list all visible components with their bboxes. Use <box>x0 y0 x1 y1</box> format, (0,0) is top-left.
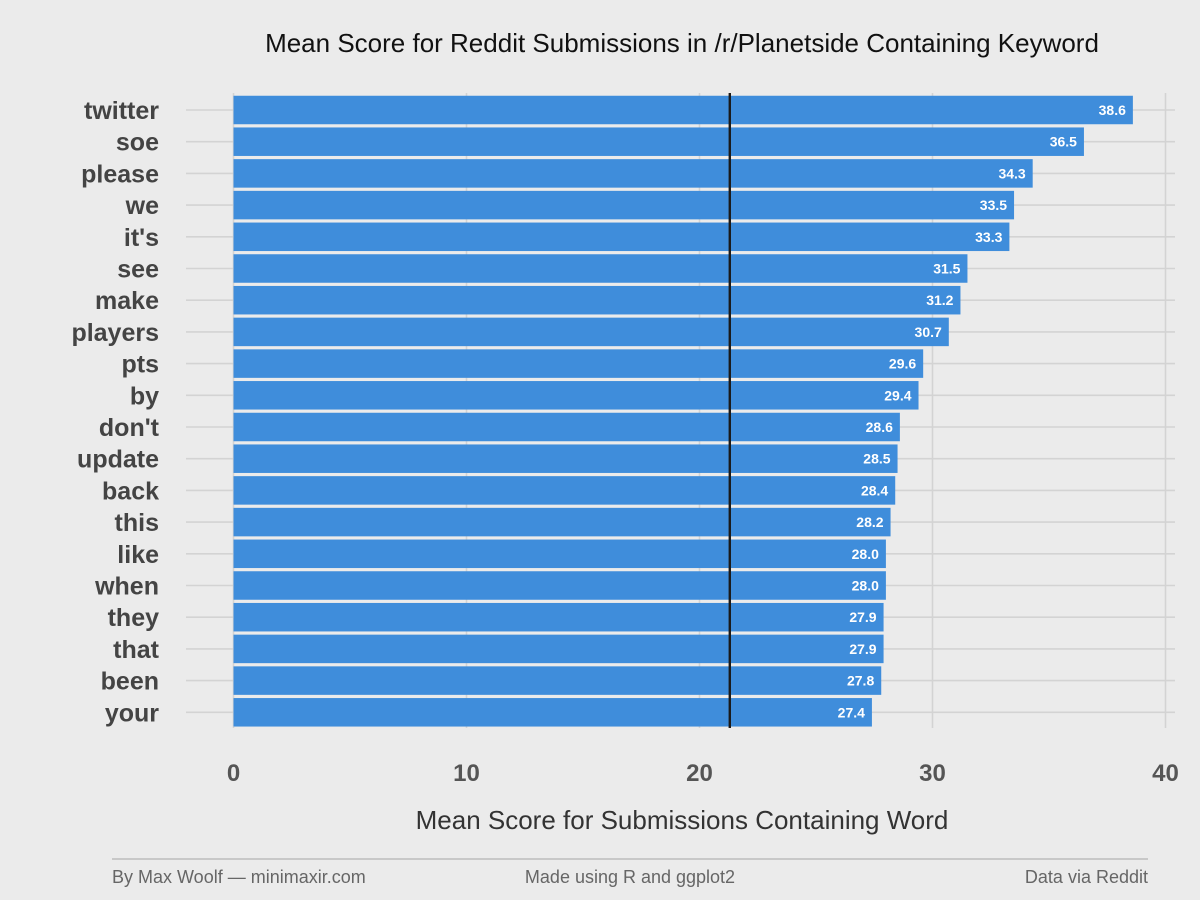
data-label: 36.5 <box>1050 134 1077 150</box>
data-label: 33.3 <box>975 229 1002 245</box>
x-tick-label: 40 <box>1152 760 1179 787</box>
footer-credit: By Max Woolf — minimaxir.com <box>112 867 366 887</box>
data-label: 27.4 <box>838 704 865 720</box>
x-axis-title: Mean Score for Submissions Containing Wo… <box>416 805 949 835</box>
bar <box>233 190 1015 220</box>
data-label: 31.5 <box>933 261 960 277</box>
data-label: 27.8 <box>847 673 874 689</box>
y-tick-label: by <box>130 382 159 410</box>
y-tick-label: twitter <box>84 97 159 125</box>
x-tick-label: 10 <box>453 760 480 787</box>
x-tick-label: 20 <box>686 760 713 787</box>
y-tick-label: please <box>81 160 159 188</box>
y-tick-label: players <box>71 319 159 347</box>
data-label: 29.4 <box>884 387 911 403</box>
data-label: 38.6 <box>1099 102 1126 118</box>
data-label: 30.7 <box>915 324 942 340</box>
y-tick-label: back <box>102 477 159 505</box>
data-label: 27.9 <box>849 641 876 657</box>
bar <box>233 444 898 473</box>
bar <box>233 666 882 695</box>
y-tick-label: that <box>113 636 160 664</box>
bar <box>233 159 1033 188</box>
y-tick-label: this <box>115 509 159 537</box>
y-tick-label: soe <box>116 129 159 157</box>
chart-title: Mean Score for Reddit Submissions in /r/… <box>265 28 1099 58</box>
y-tick-label: it's <box>124 224 159 252</box>
bar <box>233 571 886 600</box>
bars <box>233 95 1133 727</box>
data-label: 29.6 <box>889 356 916 372</box>
y-tick-label: your <box>105 699 159 727</box>
footer-source: Data via Reddit <box>1025 867 1148 887</box>
bar <box>233 602 884 632</box>
y-tick-label: don't <box>99 414 160 442</box>
y-tick-label: been <box>101 668 159 696</box>
bar <box>233 222 1010 252</box>
y-tick-label: we <box>125 192 159 220</box>
bar <box>233 381 919 410</box>
labels: 0 10 20 30 40 twitter 38.6 soe 36.5 please 34.3 we 3… <box>71 97 1178 787</box>
x-tick-label: 0 <box>227 760 240 787</box>
data-label: 33.5 <box>980 197 1007 213</box>
bar <box>233 412 900 442</box>
y-tick-label: like <box>117 541 159 569</box>
bar <box>233 127 1084 156</box>
data-label: 28.5 <box>863 451 890 467</box>
data-label: 28.4 <box>861 482 888 498</box>
y-tick-label: they <box>108 604 160 632</box>
bar <box>233 254 968 283</box>
data-label: 28.6 <box>866 419 893 435</box>
data-label: 27.9 <box>849 609 876 625</box>
bar <box>233 507 891 537</box>
y-tick-label: when <box>94 573 159 601</box>
bar <box>233 317 949 347</box>
y-tick-label: make <box>95 287 159 315</box>
y-tick-label: pts <box>122 351 160 379</box>
footer-tools: Made using R and ggplot2 <box>525 867 735 887</box>
bar <box>233 95 1133 125</box>
y-tick-label: update <box>77 446 159 474</box>
y-tick-label: see <box>117 256 159 284</box>
bar <box>233 698 872 727</box>
bar <box>233 349 924 378</box>
bar <box>233 539 886 569</box>
data-label: 28.0 <box>852 578 879 594</box>
bar <box>233 476 896 505</box>
grid <box>186 93 1175 728</box>
data-label: 28.2 <box>856 514 883 530</box>
data-label: 34.3 <box>998 165 1025 181</box>
bar <box>233 285 961 315</box>
bar <box>233 634 884 664</box>
data-label: 31.2 <box>926 292 953 308</box>
x-tick-label: 30 <box>919 760 946 787</box>
data-label: 28.0 <box>852 546 879 562</box>
